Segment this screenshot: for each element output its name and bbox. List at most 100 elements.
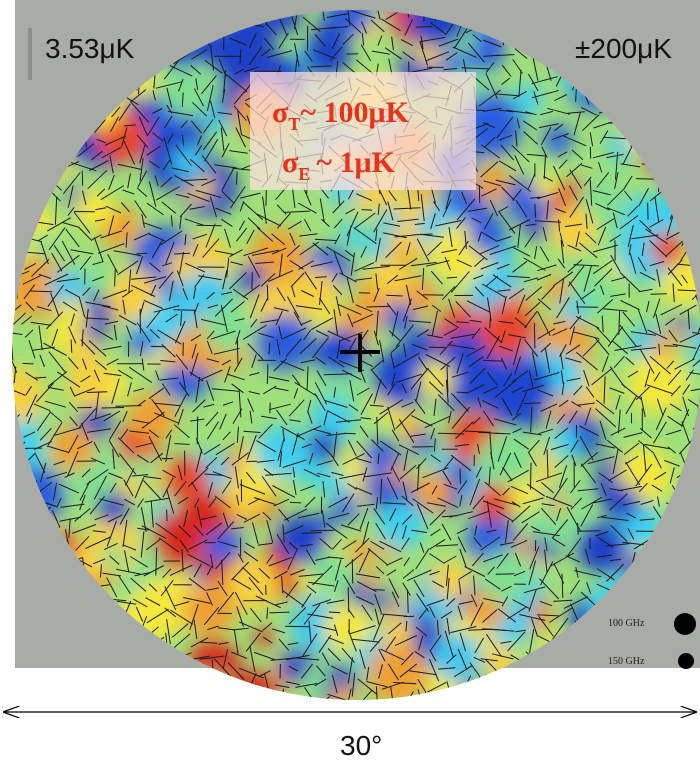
vector bbox=[237, 684, 247, 688]
vector bbox=[106, 694, 117, 703]
blob bbox=[96, 680, 136, 720]
vector bbox=[534, 323, 535, 349]
vector bbox=[71, 340, 72, 353]
vector bbox=[366, 306, 390, 307]
vector bbox=[170, 677, 174, 699]
vector bbox=[484, 697, 498, 701]
vector bbox=[531, 463, 532, 490]
vector bbox=[522, 684, 546, 690]
vector bbox=[115, 269, 116, 287]
vector bbox=[504, 672, 511, 696]
vector bbox=[574, 679, 582, 695]
blob bbox=[485, 678, 526, 719]
blob bbox=[233, 671, 279, 717]
figure: 3.53μK ±200μK σT~ 100μK σE~ 1μK 100 GHz … bbox=[0, 0, 700, 765]
vector bbox=[150, 692, 163, 702]
vector bbox=[137, 253, 148, 254]
blob bbox=[367, 643, 429, 705]
left-label: 3.53μK bbox=[45, 33, 135, 64]
vector bbox=[63, 697, 77, 705]
vector bbox=[14, 607, 15, 629]
vector bbox=[452, 696, 469, 699]
blob bbox=[577, 522, 628, 573]
vector bbox=[174, 682, 194, 686]
vector bbox=[348, 587, 349, 612]
vector bbox=[514, 692, 526, 707]
vector bbox=[261, 697, 277, 699]
vector bbox=[446, 694, 447, 705]
vector bbox=[234, 696, 246, 699]
legend-dot bbox=[674, 613, 696, 635]
vector bbox=[149, 675, 159, 697]
vector bbox=[174, 310, 197, 311]
vector bbox=[164, 667, 170, 680]
page: 3.53μK ±200μK σT~ 100μK σE~ 1μK 100 GHz … bbox=[0, 0, 700, 765]
blob bbox=[479, 549, 533, 603]
legend-label: 100 GHz bbox=[608, 618, 645, 629]
blob bbox=[549, 494, 569, 514]
blob bbox=[508, 479, 542, 513]
blob bbox=[185, 490, 229, 534]
vector bbox=[12, 8, 15, 18]
vector bbox=[596, 677, 606, 694]
subscript: E bbox=[298, 164, 310, 184]
vector bbox=[592, 671, 608, 674]
blob bbox=[101, 544, 126, 569]
vector bbox=[576, 89, 577, 102]
vector bbox=[285, 626, 310, 627]
vector bbox=[311, 530, 335, 531]
vector bbox=[632, 679, 634, 696]
vector bbox=[695, 688, 700, 709]
blob bbox=[324, 604, 372, 652]
vector bbox=[664, 346, 678, 347]
vector bbox=[104, 680, 120, 687]
vector bbox=[124, 678, 126, 695]
blob bbox=[236, 264, 266, 294]
vector bbox=[408, 590, 409, 613]
vector bbox=[659, 695, 683, 700]
vector bbox=[579, 531, 601, 532]
vector bbox=[538, 692, 556, 713]
vector bbox=[373, 590, 385, 591]
vector bbox=[496, 433, 511, 434]
blob bbox=[362, 233, 389, 260]
value: ~ 1μK bbox=[316, 146, 395, 179]
blob bbox=[608, 687, 641, 720]
vector bbox=[248, 693, 255, 706]
vector bbox=[681, 694, 697, 699]
vector bbox=[416, 27, 432, 28]
vector bbox=[267, 364, 268, 384]
vector bbox=[12, 186, 15, 199]
vector bbox=[516, 680, 525, 685]
blob bbox=[543, 124, 573, 154]
vector bbox=[635, 691, 655, 705]
vector bbox=[658, 688, 663, 711]
vector bbox=[562, 666, 586, 680]
vector bbox=[240, 50, 241, 64]
vector bbox=[174, 253, 190, 254]
vector bbox=[434, 695, 440, 704]
vector bbox=[138, 689, 147, 703]
vector bbox=[615, 676, 617, 688]
vector bbox=[569, 696, 586, 700]
vector bbox=[23, 363, 34, 364]
vector bbox=[80, 688, 88, 714]
vector bbox=[447, 277, 457, 278]
vector bbox=[196, 225, 221, 226]
vector bbox=[578, 523, 579, 535]
vector bbox=[172, 698, 196, 705]
vector bbox=[522, 695, 542, 700]
vector bbox=[457, 392, 467, 393]
scale-bar bbox=[28, 28, 32, 80]
vector bbox=[561, 693, 563, 704]
blob bbox=[116, 677, 171, 732]
blob bbox=[30, 231, 58, 259]
vector bbox=[386, 295, 403, 296]
vector bbox=[206, 672, 221, 692]
blob bbox=[105, 681, 145, 721]
vector bbox=[201, 687, 217, 707]
vector bbox=[81, 679, 95, 695]
vector bbox=[102, 408, 124, 409]
vector bbox=[105, 672, 123, 674]
vector bbox=[524, 403, 541, 404]
